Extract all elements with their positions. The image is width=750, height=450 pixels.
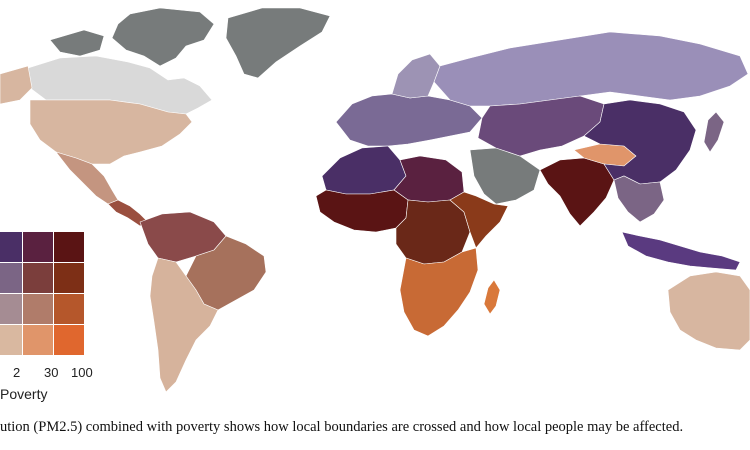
region-scandinavia <box>391 53 441 99</box>
region-east-africa <box>449 191 509 249</box>
region-canada-arctic <box>111 7 215 67</box>
region-southeast-asia <box>613 175 665 223</box>
choropleth-map: 2 30 100 Poverty <box>0 7 750 402</box>
region-south-america-south <box>149 257 219 393</box>
region-southern-africa <box>399 247 479 337</box>
region-usa <box>29 99 193 165</box>
legend-cell-2-1 <box>23 294 53 324</box>
region-madagascar <box>483 279 501 315</box>
legend-cell-0-1 <box>23 232 53 262</box>
legend-cell-3-2 <box>54 325 84 355</box>
legend-cell-1-2 <box>54 263 84 293</box>
region-north-africa <box>321 145 407 195</box>
region-greenland <box>225 7 331 79</box>
legend-tick-100: 100 <box>71 365 93 380</box>
bivariate-legend <box>0 232 84 356</box>
legend-cell-0-2 <box>54 232 84 262</box>
region-indonesia <box>621 231 741 271</box>
region-sahara-mid <box>393 155 465 203</box>
legend-cell-0-0 <box>0 232 22 262</box>
region-canada-arctic-west <box>49 29 105 57</box>
region-australia <box>667 271 750 351</box>
map-canvas <box>0 7 750 393</box>
legend-tick-2: 2 <box>13 365 21 380</box>
figure-caption: ution (PM2.5) combined with poverty show… <box>0 419 684 435</box>
region-japan <box>703 111 725 153</box>
region-arabia <box>469 147 541 205</box>
legend-cell-3-0 <box>0 325 22 355</box>
legend-cell-1-0 <box>0 263 22 293</box>
region-russia <box>433 31 749 107</box>
region-west-africa <box>315 189 409 233</box>
region-alaska <box>0 65 33 105</box>
legend-cell-3-1 <box>23 325 53 355</box>
legend-axis-title: Poverty <box>0 386 48 402</box>
region-india <box>539 157 615 227</box>
legend-cell-2-2 <box>54 294 84 324</box>
legend-cell-1-1 <box>23 263 53 293</box>
legend-tick-30: 30 <box>44 365 59 380</box>
legend-cell-2-0 <box>0 294 22 324</box>
